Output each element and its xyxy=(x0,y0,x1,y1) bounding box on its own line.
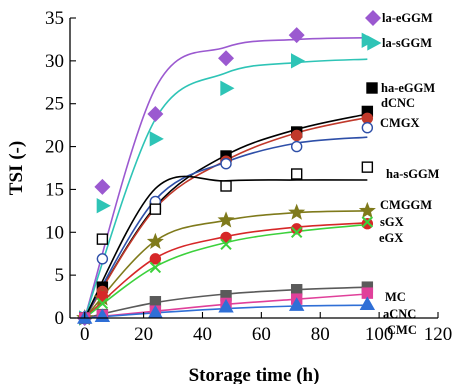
y-tick-label-4: 20 xyxy=(45,137,64,158)
x-tick-label-5: 100 xyxy=(365,324,394,345)
series-label-cmggm: CMGGM xyxy=(380,198,432,212)
series-label-cmgx: CMGX xyxy=(380,116,420,130)
point-la-eggm-1 xyxy=(94,178,111,195)
point-egx-1 xyxy=(96,297,109,310)
series-label-ha-sggm: ha-sGGM xyxy=(386,167,440,181)
point-ha-sggm-5 xyxy=(361,161,374,173)
point-ha-sggm-1 xyxy=(96,233,109,245)
point-egx-5 xyxy=(361,216,374,228)
y-tick-label-3: 15 xyxy=(45,179,64,200)
fit-curves xyxy=(83,36,368,319)
point-dcnc-4 xyxy=(290,129,303,142)
point-la-eggm-3 xyxy=(218,50,235,67)
point-la-eggm-4 xyxy=(288,27,305,44)
x-tick-label-0: 0 xyxy=(80,324,90,345)
tick-marks: 0 20 40 60 80 100 120 0 5 10 15 20 25 30 35 xyxy=(45,8,452,345)
point-cmggm-4 xyxy=(288,203,306,220)
y-tick-label-1: 5 xyxy=(55,265,65,286)
point-ha-sggm-2 xyxy=(149,203,162,215)
y-tick-label-5: 25 xyxy=(45,94,64,115)
point-sgx-5 xyxy=(361,218,374,230)
point-la-sggm-4 xyxy=(290,53,306,69)
series-label-dcnc: dCNC xyxy=(381,96,415,110)
point-cmgx-3 xyxy=(220,158,232,170)
point-la-sggm-3 xyxy=(220,80,235,96)
series-label-mc: MC xyxy=(385,290,406,304)
y-tick-label-2: 10 xyxy=(45,222,64,243)
point-sgx-1 xyxy=(96,290,109,303)
point-cmc-5 xyxy=(359,296,376,310)
y-tick-label-7: 35 xyxy=(45,8,64,29)
label-marker-la-sggm xyxy=(367,35,382,51)
series-label-la-eggm: la-eGGM xyxy=(382,11,433,25)
point-sgx-2 xyxy=(149,253,162,265)
point-dcnc-5 xyxy=(361,112,374,124)
x-tick-label-1: 20 xyxy=(134,324,153,345)
series-label-sgx: sGX xyxy=(380,215,404,229)
y-tick-label-6: 30 xyxy=(45,51,64,72)
y-axis-title: TSI (-) xyxy=(6,141,27,195)
curve-la-sggm xyxy=(83,58,368,319)
x-tick-label-6: 120 xyxy=(424,324,453,345)
point-egx-3 xyxy=(220,238,232,250)
y-tick-label-0: 0 xyxy=(55,308,65,329)
point-cmgx-1 xyxy=(96,253,109,265)
x-axis-title: Storage time (h) xyxy=(189,365,320,384)
point-cmgx-4 xyxy=(290,140,303,153)
series-label-ha-eggm: ha-eGGM xyxy=(381,81,435,95)
point-mc-4 xyxy=(290,284,303,296)
point-cmgx-5 xyxy=(361,122,374,134)
point-egx-2 xyxy=(149,261,162,274)
x-tick-label-3: 60 xyxy=(252,324,271,345)
point-cmggm-2 xyxy=(146,232,164,249)
point-cmggm-3 xyxy=(217,211,235,228)
point-la-sggm-2 xyxy=(149,131,164,147)
point-la-eggm-2 xyxy=(147,106,164,122)
x-tick-label-4: 80 xyxy=(311,324,330,345)
axes xyxy=(69,18,438,319)
point-cmc-4 xyxy=(288,297,305,311)
curve-cmgx xyxy=(84,136,368,319)
series-label-cmc: CMC xyxy=(387,323,417,337)
series-label-la-sggm: la-sGGM xyxy=(382,36,432,50)
label-marker-la-eggm xyxy=(365,10,381,26)
curve-la-eggm xyxy=(83,36,368,319)
point-ha-sggm-3 xyxy=(220,180,232,192)
point-sgx-3 xyxy=(220,231,232,244)
point-la-sggm-1 xyxy=(96,198,111,214)
point-cmggm-5 xyxy=(358,201,376,219)
point-sgx-4 xyxy=(290,223,303,235)
label-marker-ha-eggm xyxy=(366,82,378,94)
series-label-egx: eGX xyxy=(379,231,403,245)
point-ha-sggm-4 xyxy=(290,168,303,180)
point-cmc-3 xyxy=(218,298,234,313)
curve-ha-sggm xyxy=(84,175,368,319)
x-tick-label-2: 40 xyxy=(193,324,212,345)
point-egx-4 xyxy=(290,226,303,238)
series-label-acnc: aCNC xyxy=(383,307,416,321)
